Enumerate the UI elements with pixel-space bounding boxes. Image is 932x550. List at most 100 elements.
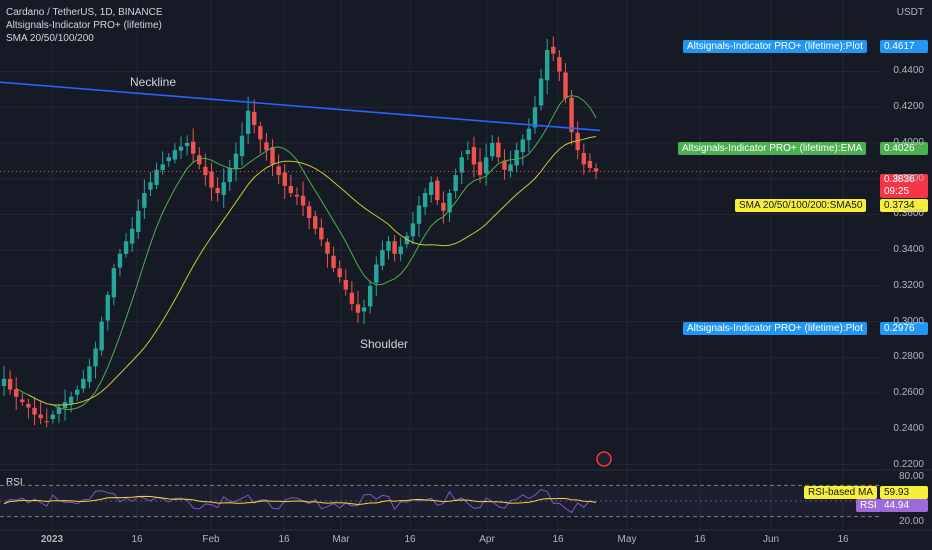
candle-body xyxy=(190,141,196,154)
candle-body xyxy=(136,210,141,232)
last-price-tag: 0.3836 09:25 xyxy=(880,174,928,198)
time-tick-label: 16 xyxy=(694,534,706,545)
price-tick-label: 0.2800 xyxy=(893,351,924,363)
shoulder-annotation: Shoulder xyxy=(360,337,409,351)
candle-body xyxy=(532,107,538,128)
candle-body xyxy=(361,307,367,312)
candle-body xyxy=(380,250,385,266)
candle-body xyxy=(81,378,86,389)
candle-body xyxy=(441,202,446,211)
candle-body xyxy=(575,132,580,151)
candle-body xyxy=(282,172,287,186)
candle-body xyxy=(1,378,7,387)
neckline-annotation: Neckline xyxy=(130,75,177,89)
candle-body xyxy=(459,157,464,173)
candle-body xyxy=(398,246,403,255)
candle-body xyxy=(245,110,251,134)
rsi-title[interactable]: RSI xyxy=(6,477,23,488)
candle-body xyxy=(306,206,312,219)
candle-body xyxy=(294,194,300,197)
candle-body xyxy=(87,366,92,382)
candle-body xyxy=(215,188,220,194)
candle-body xyxy=(105,294,110,321)
candle-body xyxy=(526,128,532,141)
candle-body xyxy=(538,78,544,106)
candle-body xyxy=(465,150,471,154)
rsi-label: RSI xyxy=(856,499,881,512)
candle-body xyxy=(514,150,519,166)
candle-body xyxy=(288,186,294,194)
candle-body xyxy=(160,164,165,171)
candle-body xyxy=(203,166,208,176)
sma-legend[interactable]: SMA 20/50/100/200 xyxy=(6,33,94,44)
candle-body xyxy=(337,268,342,277)
candle-body xyxy=(587,160,593,168)
plot-top-label: Altsignals-Indicator PRO+ (lifetime):Plo… xyxy=(683,40,867,53)
time-tick-label: May xyxy=(617,534,637,545)
candle-body xyxy=(14,389,19,397)
candle-body xyxy=(32,407,37,415)
candle-body xyxy=(129,228,135,244)
candle-body xyxy=(557,57,562,72)
candle-body xyxy=(148,182,153,190)
candle-body xyxy=(178,146,184,151)
candle-body xyxy=(331,255,336,269)
price-tick-label: 0.2600 xyxy=(893,387,924,399)
candle-body xyxy=(117,253,123,268)
price-tick-label: 0.2400 xyxy=(893,422,924,434)
price-tick-label: 0.3800 xyxy=(893,172,924,184)
candle-body xyxy=(252,111,257,126)
time-tick-label: Mar xyxy=(332,534,350,545)
price-tick-label: 0.3600 xyxy=(893,208,924,220)
ema-line xyxy=(15,94,597,410)
price-tick-label: 0.3400 xyxy=(893,244,924,256)
rsi-line xyxy=(3,488,597,514)
sma50-label: SMA 20/50/100/200:SMA50 xyxy=(735,199,867,212)
price-tick-label: 0.4200 xyxy=(893,101,924,113)
candle-body xyxy=(50,414,56,420)
price-tick-label: 0.2200 xyxy=(893,458,924,470)
price-tick-label: 0.3000 xyxy=(893,315,924,327)
ema-value: 0.4026 xyxy=(880,142,928,155)
candle-body xyxy=(520,139,525,153)
indicator-legend[interactable]: Altsignals-Indicator PRO+ (lifetime) xyxy=(6,20,162,31)
price-tick-label: 0.4000 xyxy=(893,136,924,148)
candle-body xyxy=(264,142,269,151)
rsi-value: 44.94 xyxy=(880,499,928,512)
candle-body xyxy=(197,155,202,165)
candle-body xyxy=(367,285,373,307)
candle-body xyxy=(154,169,159,185)
candle-body xyxy=(93,348,98,367)
currency-label: USDT xyxy=(896,7,924,18)
rsi-ma-line xyxy=(3,495,597,506)
time-tick-label: 16 xyxy=(837,534,849,545)
plot-top-value: 0.4617 xyxy=(880,40,928,53)
candle-body xyxy=(447,193,452,213)
countdown-value: 09:25 xyxy=(884,186,910,197)
time-tick-label: 16 xyxy=(131,534,143,545)
candle-body xyxy=(233,153,239,170)
candle-body xyxy=(471,147,477,165)
rsi-lower-label: 20.00 xyxy=(898,516,924,527)
time-tick-label: 16 xyxy=(552,534,564,545)
candle-body xyxy=(44,421,49,423)
candle-body xyxy=(123,241,129,254)
ema-label: Altsignals-Indicator PRO+ (lifetime):EMA xyxy=(678,142,867,155)
candle-body xyxy=(490,142,495,157)
candle-body xyxy=(410,223,416,237)
candle-body xyxy=(319,227,324,240)
candle-body xyxy=(343,279,348,290)
candle-body xyxy=(422,193,428,208)
rsi-ma-value: 59.93 xyxy=(880,486,928,499)
last-price-value: 0.3836 xyxy=(884,174,915,185)
candle-body xyxy=(429,182,434,195)
time-tick-label: 16 xyxy=(404,534,416,545)
candle-body xyxy=(569,97,574,133)
candle-body xyxy=(416,205,422,224)
candle-body xyxy=(142,193,147,208)
candle-body xyxy=(508,164,513,172)
time-tick-label: Feb xyxy=(202,534,220,545)
candle-body xyxy=(221,182,226,195)
symbol-legend: Cardano / TetherUS, 1D, BINANCE xyxy=(6,7,163,18)
